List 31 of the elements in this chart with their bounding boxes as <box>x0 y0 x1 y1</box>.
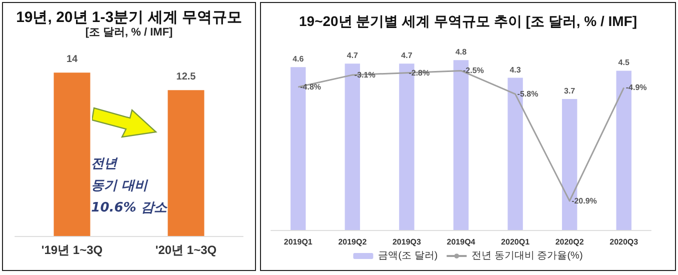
chart-subtitle: [조 달러, % / IMF] <box>85 26 174 38</box>
data-label: -2.8% <box>408 68 430 78</box>
x-tick-label: 2019Q4 <box>446 238 476 246</box>
x-tick-label: '19년 1~3Q <box>41 243 103 257</box>
data-label: -20.9% <box>572 196 597 206</box>
data-label: 3.7 <box>564 86 576 96</box>
x-tick-label: 2020Q1 <box>501 238 530 246</box>
x-tick-label: 2020Q2 <box>555 238 584 246</box>
data-label: 4.3 <box>510 65 522 74</box>
x-tick-label: 2019Q2 <box>338 238 368 246</box>
x-tick-label: 2020Q3 <box>610 238 639 246</box>
data-label: 14 <box>66 54 78 66</box>
chart-title: 19년, 20년 1-3분기 세계 무역규모 <box>16 9 242 26</box>
data-label: -2.5% <box>463 66 484 76</box>
x-tick-label: '20년 1~3Q <box>155 243 217 257</box>
x-tick-label: 2019Q1 <box>284 238 313 246</box>
legend-label: 금액(조 달러) <box>378 250 438 262</box>
data-label: -5.8% <box>517 90 538 99</box>
data-label: 4.7 <box>346 51 359 60</box>
data-label: 4.6 <box>292 54 304 64</box>
data-label: -3.1% <box>354 70 376 80</box>
data-label: -4.9% <box>626 83 647 92</box>
data-label: -4.8% <box>300 82 322 92</box>
data-label: 4.5 <box>618 58 630 68</box>
data-label: 12.5 <box>176 72 196 83</box>
data-label: 4.7 <box>401 51 413 60</box>
legend-label: 전년 동기대비 증가율(%) <box>472 250 583 262</box>
data-label: 4.8 <box>455 48 468 57</box>
annotation: 전년 동기 대비 10.6% 감소 <box>91 156 168 216</box>
x-tick-label: 2019Q3 <box>392 238 422 246</box>
chart-title: 19~20년 분기별 세계 무역규모 추이 [조 달러, % / IMF] <box>299 13 637 29</box>
